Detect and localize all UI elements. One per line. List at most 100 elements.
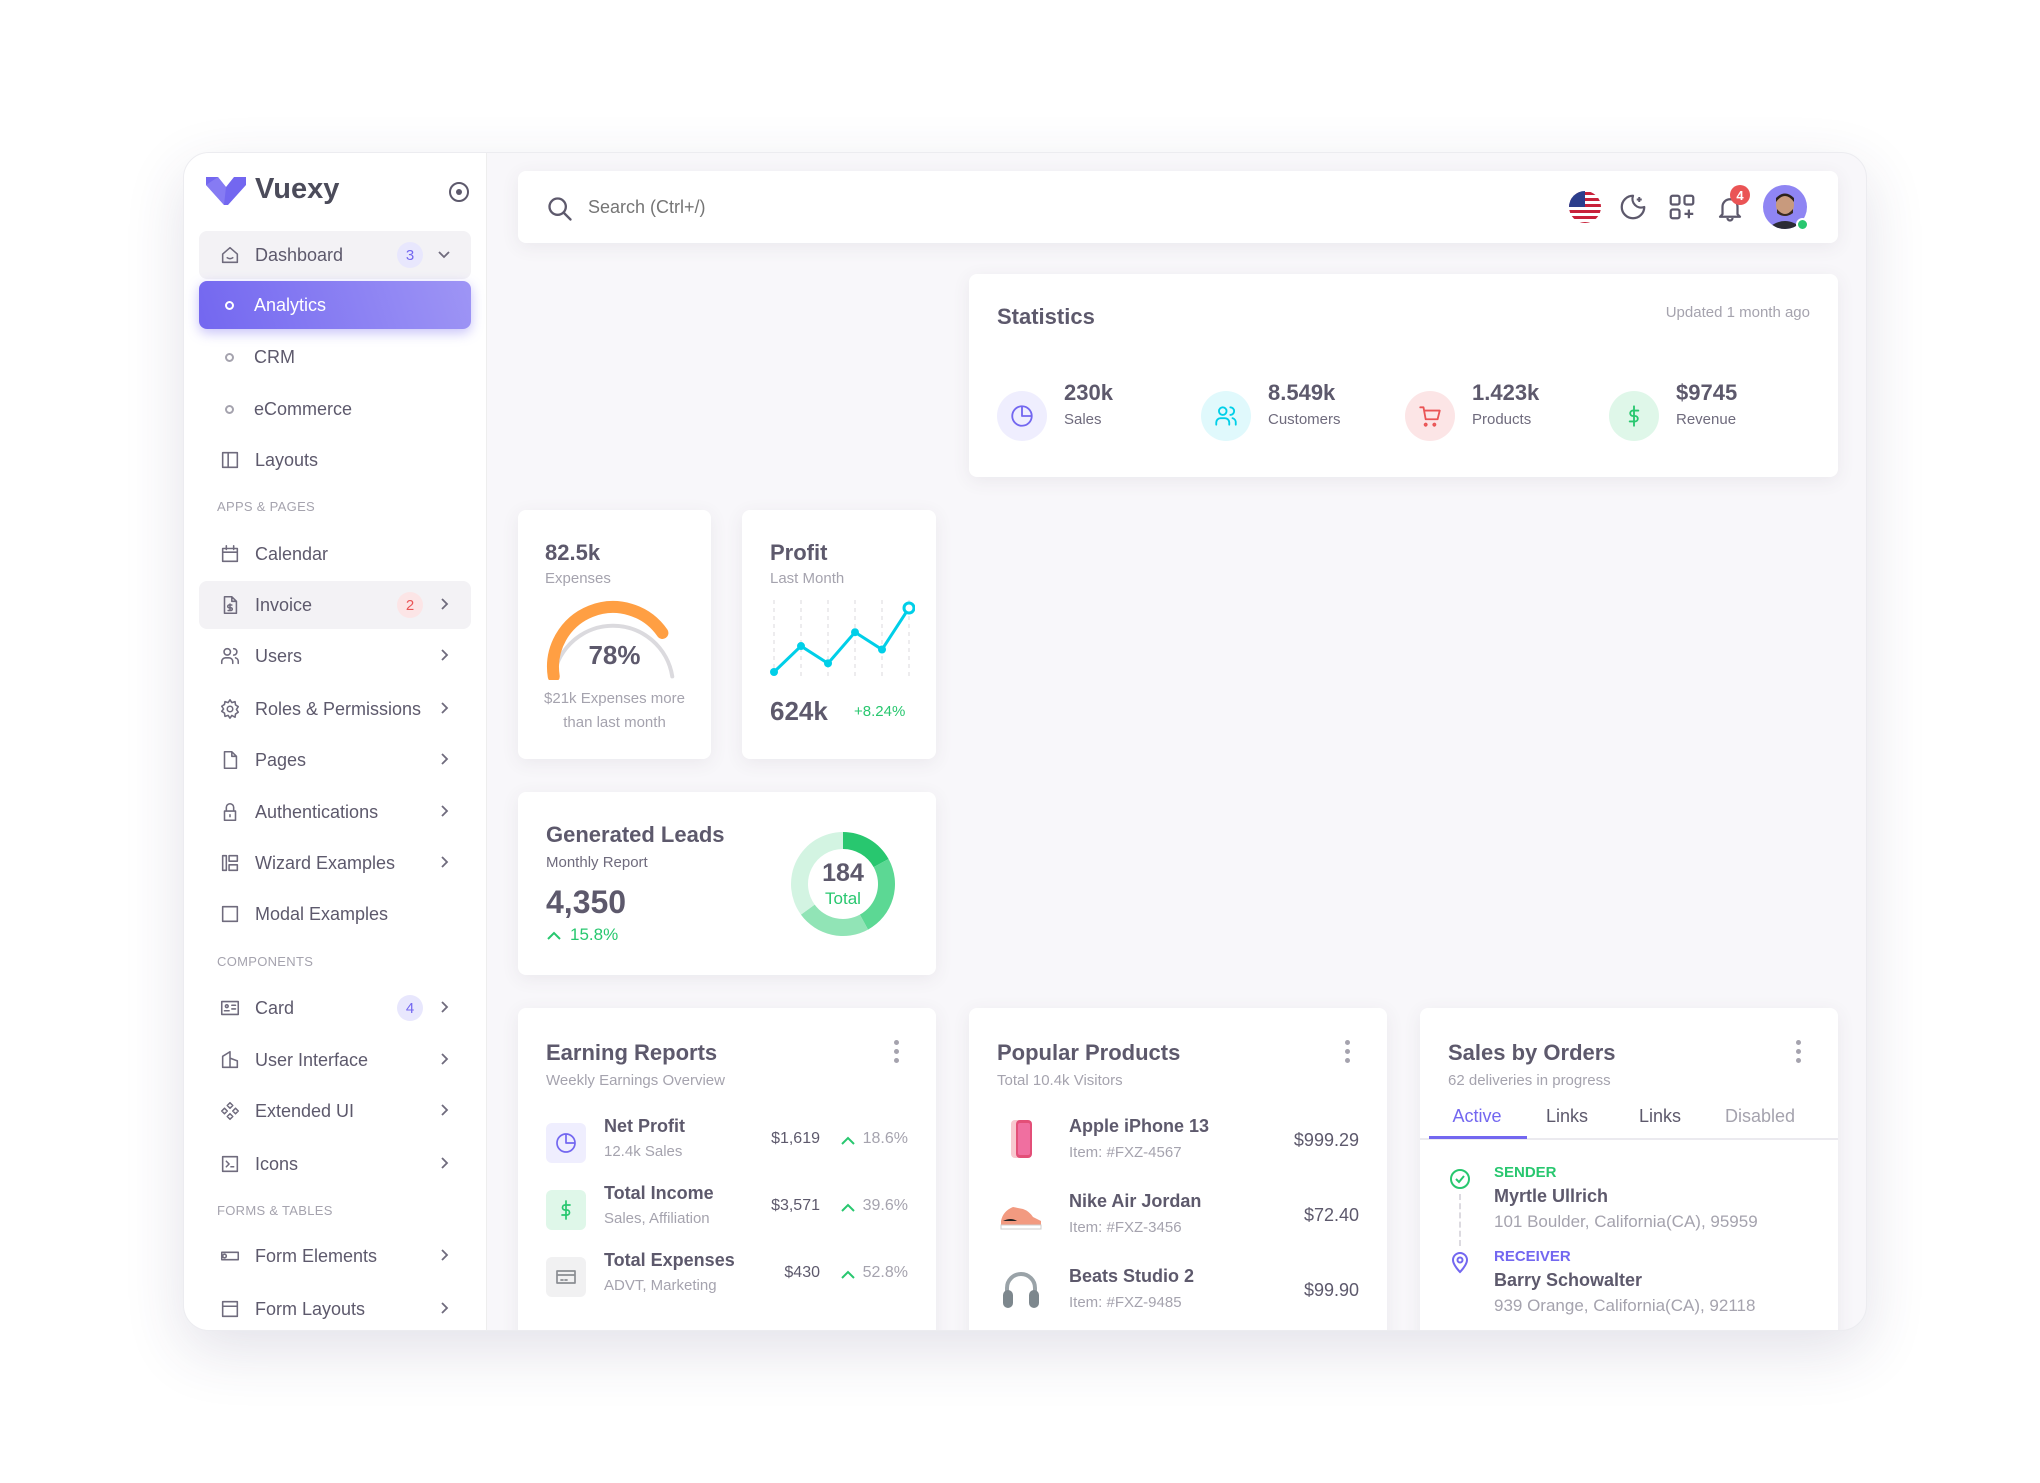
leads-value: 4,350 — [546, 884, 627, 920]
sparkline-point — [878, 645, 886, 654]
profit-change: +8.24% — [854, 703, 906, 720]
users-icon-wrap — [219, 645, 241, 667]
stat-value: 8.549k — [1268, 380, 1336, 405]
statistics-title: Statistics — [997, 304, 1095, 329]
search-input[interactable] — [588, 191, 1288, 223]
orders-menu-button[interactable] — [1796, 1040, 1802, 1063]
arrow-up-icon — [841, 1270, 855, 1279]
chevron-right-icon — [437, 802, 451, 823]
expenses-card: 82.5k Expenses 78% $21k Expenses more th… — [518, 510, 711, 759]
sender-label: SENDER — [1494, 1164, 1557, 1181]
sidebar-item-label: Extended UI — [255, 1100, 355, 1121]
sidebar-item-layouts[interactable]: Layouts — [199, 436, 471, 484]
tabs-divider — [1420, 1138, 1838, 1140]
wizard-icon — [221, 854, 239, 872]
receiver-address: 939 Orange, California(CA), 92118 — [1494, 1296, 1756, 1315]
sidebar-item-analytics[interactable]: Analytics — [199, 281, 471, 329]
popular-menu-button[interactable] — [1345, 1040, 1351, 1063]
sidebar-item-icons[interactable]: Icons — [199, 1140, 471, 1188]
collapse-sidebar-icon[interactable] — [448, 181, 470, 203]
sidebar-item-label: Modal Examples — [255, 903, 389, 924]
sparkline-point — [902, 601, 915, 615]
sidebar-item-form-layouts[interactable]: Form Layouts — [199, 1285, 471, 1330]
earning-menu-button[interactable] — [894, 1040, 900, 1063]
chevron-right-icon — [437, 595, 451, 616]
stat-label: Sales — [1064, 411, 1102, 428]
sidebar-item-label: Invoice — [255, 594, 313, 615]
sidebar-item-pages[interactable]: Pages — [199, 736, 471, 784]
chevron-right-icon — [437, 646, 451, 667]
sidebar-item-dashboard[interactable]: Dashboard 3 — [199, 231, 471, 279]
sidebar-item-authentications[interactable]: Authentications — [199, 788, 471, 836]
stat-value: $9745 — [1676, 380, 1738, 405]
sidebar-item-wizard-examples[interactable]: Wizard Examples — [199, 839, 471, 887]
sparkline-point — [824, 659, 832, 668]
layout-navbar-icon — [221, 1300, 239, 1318]
earning-row-sub: ADVT, Marketing — [604, 1277, 717, 1294]
sidebar-item-calendar[interactable]: Calendar — [199, 530, 471, 578]
file-dollar-icon — [223, 595, 238, 615]
sidebar-item-roles-permissions[interactable]: Roles & Permissions — [199, 685, 471, 733]
sidebar-item-invoice[interactable]: Invoice 2 — [199, 581, 471, 629]
wizard-icon-wrap — [219, 852, 241, 874]
headphones-icon — [1003, 1272, 1039, 1308]
gauge-track — [551, 623, 675, 679]
ui-icon — [221, 1050, 239, 1069]
sidebar-item-label: Analytics — [254, 294, 327, 315]
sidebar-item-label: Dashboard — [255, 244, 344, 265]
generated-leads-card: Generated Leads Monthly Report 4,350 15.… — [518, 792, 936, 975]
expenses-gauge — [547, 601, 675, 680]
sidebar-item-extended-ui[interactable]: Extended UI — [199, 1087, 471, 1135]
moon-stars-icon[interactable] — [1618, 192, 1648, 222]
sidebar: Vuexy Dashboard 3 Analytics CRM eCommerce Lay… — [184, 153, 487, 1330]
sidebar-item-label: Calendar — [255, 543, 329, 564]
stat-label: Products — [1472, 411, 1532, 428]
chevron-right-icon — [437, 1101, 451, 1122]
tab-active[interactable]: Active — [1452, 1106, 1502, 1126]
earning-subtitle: Weekly Earnings Overview — [546, 1072, 725, 1089]
sidebar-item-form-elements[interactable]: Form Elements — [199, 1232, 471, 1280]
navbar: 4 — [518, 171, 1838, 243]
sidebar-item-crm[interactable]: CRM — [199, 333, 471, 381]
earning-row-amount: $3,571 — [771, 1197, 820, 1214]
stat-value: 230k — [1064, 380, 1113, 405]
popular-subtitle: Total 10.4k Visitors — [997, 1072, 1123, 1089]
sidebar-item-card[interactable]: Card 4 — [199, 984, 471, 1032]
sidebar-badge: 2 — [397, 592, 423, 618]
stat-value: 1.423k — [1472, 380, 1540, 405]
chart-pie-icon — [1011, 405, 1033, 427]
sender-address: 101 Boulder, California(CA), 95959 — [1494, 1212, 1758, 1231]
id-card-icon — [220, 1000, 240, 1016]
sidebar-item-label: Users — [255, 645, 303, 666]
earning-row-icon-box — [546, 1190, 586, 1230]
brand-icon-wrap — [219, 1153, 241, 1175]
product-image-shoe — [997, 1191, 1045, 1239]
chart-pie-icon — [556, 1133, 576, 1153]
sidebar-item-ecommerce[interactable]: eCommerce — [199, 385, 471, 433]
apps-grid-icon[interactable] — [1667, 192, 1697, 222]
expenses-label: Expenses — [545, 570, 611, 587]
online-status-dot — [1796, 218, 1809, 231]
earning-row-percent: 39.6% — [862, 1197, 908, 1214]
product-name: Apple iPhone 13 — [1069, 1116, 1210, 1136]
arrow-up-icon — [841, 1203, 855, 1212]
toggle-icon-wrap — [219, 1245, 241, 1267]
brand-name: Vuexy — [255, 173, 340, 205]
tab-links-1[interactable]: Links — [1545, 1106, 1589, 1126]
stat-icon-circle — [1201, 391, 1251, 441]
sidebar-item-users[interactable]: Users — [199, 632, 471, 680]
sidebar-item-modal-examples[interactable]: Modal Examples — [199, 890, 471, 938]
us-flag-icon[interactable] — [1568, 190, 1602, 224]
timeline-connector — [1459, 1194, 1461, 1246]
layout-navbar-icon-wrap — [219, 1298, 241, 1320]
chevron-right-icon — [437, 998, 451, 1019]
earning-row-percent: 52.8% — [862, 1264, 908, 1281]
sidebar-item-user-interface[interactable]: User Interface — [199, 1036, 471, 1084]
settings-icon-wrap — [219, 698, 241, 720]
chevron-right-icon — [437, 699, 451, 720]
product-price: $72.40 — [1303, 1205, 1359, 1225]
tab-links-2[interactable]: Links — [1638, 1106, 1682, 1126]
donut-segment — [843, 832, 889, 868]
earning-reports-card: Earning Reports Weekly Earnings Overview… — [518, 1008, 936, 1330]
chevron-right-icon — [437, 750, 451, 771]
